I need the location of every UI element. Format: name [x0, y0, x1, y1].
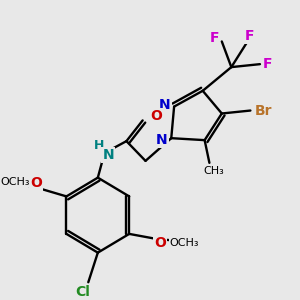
- Text: F: F: [245, 28, 254, 43]
- Text: O: O: [30, 176, 42, 190]
- Text: O: O: [150, 110, 162, 124]
- Text: OCH₃: OCH₃: [0, 177, 30, 187]
- Text: OCH₃: OCH₃: [170, 238, 199, 248]
- Text: F: F: [263, 57, 272, 71]
- Text: CH₃: CH₃: [204, 166, 224, 176]
- Text: Br: Br: [255, 103, 272, 118]
- Text: N: N: [159, 98, 170, 112]
- Text: F: F: [209, 31, 219, 44]
- Text: Cl: Cl: [75, 285, 90, 299]
- Text: O: O: [154, 236, 166, 250]
- Text: N: N: [156, 133, 167, 147]
- Text: N: N: [103, 148, 114, 162]
- Text: H: H: [94, 139, 104, 152]
